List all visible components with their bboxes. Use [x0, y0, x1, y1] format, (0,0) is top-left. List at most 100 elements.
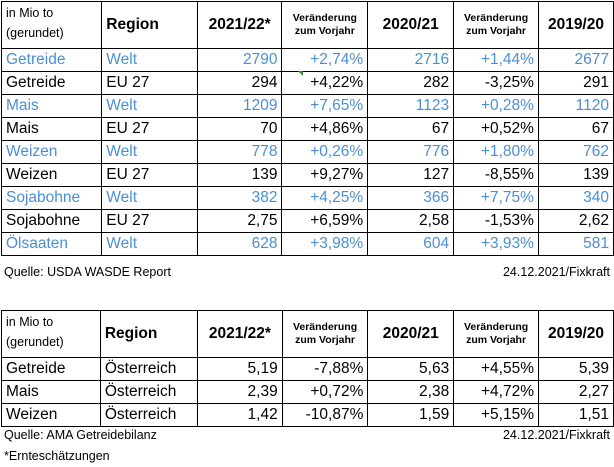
value-2020-21-cell: 1123: [367, 94, 455, 118]
table-row: Getreide EU 27 294 +4,22% 282 -3,25% 291: [0, 71, 614, 95]
change-1-cell: +9,27%: [281, 163, 369, 187]
product-cell: Getreide: [1, 357, 101, 381]
change-2-cell: +5,15%: [453, 403, 539, 427]
value-2019-20-cell: 2677: [537, 48, 614, 72]
product-cell: Sojabohne: [0, 186, 103, 210]
source-usda: Quelle: USDA WASDE Report: [4, 265, 171, 279]
change-1-cell: +6,59%: [281, 209, 369, 233]
year-2019-20-header: 2019/20: [537, 310, 614, 358]
table-world-eu: in Mio to (gerundet) Region 2021/22* Verä…: [0, 1, 614, 256]
change-1-cell: +0,72%: [281, 380, 369, 404]
unit-label: in Mio to: [6, 6, 54, 20]
value-2020-21-cell: 67: [367, 117, 455, 141]
change-2-cell: +0,52%: [453, 117, 539, 141]
product-cell: Weizen: [1, 403, 101, 427]
value-2021-22-cell: 778: [196, 140, 283, 164]
region-cell: Österreich: [99, 380, 199, 404]
value-2020-21-cell: 1,59: [367, 403, 455, 427]
date-credit-1: 24.12.2021/Fixkraft: [502, 265, 610, 279]
change-1-cell: +3,98%: [281, 232, 369, 256]
product-cell: Ölsaaten: [0, 232, 103, 256]
region-cell: Welt: [101, 232, 198, 256]
region-cell: Welt: [101, 48, 198, 72]
product-cell: Getreide: [0, 71, 103, 95]
value-2019-20-cell: 2,62: [537, 209, 614, 233]
value-2021-22-cell: 139: [196, 163, 283, 187]
value-2019-20-cell: 2,27: [537, 380, 614, 404]
table-austria: in Mio to (gerundet) Region 2021/22* Verä…: [1, 310, 614, 427]
date-credit-2: 24.12.2021/Fixkraft: [502, 428, 610, 442]
value-2019-20-cell: 340: [537, 186, 614, 210]
value-2021-22-cell: 5,19: [197, 357, 283, 381]
table-row: Getreide Österreich 5,19 -7,88% 5,63 +4,55% 5,…: [1, 357, 614, 381]
value-2021-22-cell: 2,39: [197, 380, 283, 404]
product-cell: Sojabohne: [0, 209, 103, 233]
value-2021-22-cell: 628: [196, 232, 283, 256]
value-2019-20-cell: 581: [537, 232, 614, 256]
value-2020-21-cell: 2,58: [367, 209, 455, 233]
change-2-cell: -3,25%: [453, 71, 539, 95]
cell-comment-marker: [298, 71, 303, 76]
value-2020-21-cell: 604: [367, 232, 455, 256]
change-2-cell: +0,28%: [453, 94, 539, 118]
change-1-cell: +2,74%: [281, 48, 369, 72]
region-cell: EU 27: [101, 209, 198, 233]
change-1-cell: +4,86%: [281, 117, 369, 141]
change-header-2: Veränderung zum Vorjahr: [453, 1, 539, 49]
change-1-cell: +0,26%: [281, 140, 369, 164]
source-ama: Quelle: AMA Getreidebilanz: [4, 428, 157, 442]
value-2021-22-cell: 1209: [196, 94, 283, 118]
change-2-cell: +4,72%: [453, 380, 539, 404]
value-2020-21-cell: 5,63: [367, 357, 455, 381]
change-1-cell: -10,87%: [281, 403, 369, 427]
region-cell: Welt: [101, 94, 198, 118]
change-2-cell: -8,55%: [453, 163, 539, 187]
region-cell: EU 27: [101, 71, 198, 95]
change-1-cell: +4,25%: [281, 186, 369, 210]
change-1-cell: +4,22%: [281, 71, 369, 95]
table-row: Getreide Welt 2790 +2,74% 2716 +1,44% 2677: [0, 48, 614, 72]
region-cell: Welt: [101, 140, 198, 164]
year-2021-22-header: 2021/22*: [197, 310, 283, 358]
value-2020-21-cell: 776: [367, 140, 455, 164]
change-header-1: Veränderung zum Vorjahr: [281, 1, 369, 49]
table-header-row: in Mio to (gerundet) Region 2021/22* Verä…: [0, 1, 614, 49]
year-2020-21-header: 2020/21: [367, 310, 455, 358]
change-header-2: Veränderung zum Vorjahr: [453, 310, 539, 358]
region-cell: Österreich: [99, 403, 199, 427]
change-2-cell: +1,44%: [453, 48, 539, 72]
change-2-cell: +3,93%: [453, 232, 539, 256]
year-2019-20-header: 2019/20: [537, 1, 614, 49]
product-cell: Mais: [0, 117, 103, 141]
value-2020-21-cell: 282: [367, 71, 455, 95]
value-2021-22-cell: 70: [196, 117, 283, 141]
value-2019-20-cell: 139: [537, 163, 614, 187]
rounding-label: (gerundet): [6, 26, 64, 40]
table-row: Weizen Welt 778 +0,26% 776 +1,80% 762: [0, 140, 614, 164]
unit-label: in Mio to: [6, 315, 54, 329]
product-cell: Weizen: [0, 163, 103, 187]
region-cell: Welt: [101, 186, 198, 210]
value-2019-20-cell: 67: [537, 117, 614, 141]
product-cell: Mais: [1, 380, 101, 404]
region-header: Region: [99, 310, 199, 358]
table-row: Mais Welt 1209 +7,65% 1123 +0,28% 1120: [0, 94, 614, 118]
value-2021-22-cell: 2790: [196, 48, 283, 72]
value-2019-20-cell: 1,51: [537, 403, 614, 427]
change-1-cell: +7,65%: [281, 94, 369, 118]
region-cell: EU 27: [101, 163, 198, 187]
table-row: Sojabohne Welt 382 +4,25% 366 +7,75% 340: [0, 186, 614, 210]
year-2021-22-header: 2021/22*: [196, 1, 283, 49]
unit-header: in Mio to (gerundet): [1, 310, 101, 358]
product-cell: Weizen: [0, 140, 103, 164]
value-2020-21-cell: 2,38: [367, 380, 455, 404]
change-2-cell: +7,75%: [453, 186, 539, 210]
footnote: *Ernteschätzungen: [4, 449, 110, 463]
change-2-cell: +4,55%: [453, 357, 539, 381]
value-2019-20-cell: 291: [537, 71, 614, 95]
value-2019-20-cell: 5,39: [537, 357, 614, 381]
change-header-1: Veränderung zum Vorjahr: [281, 310, 369, 358]
year-2020-21-header: 2020/21: [367, 1, 455, 49]
region-cell: EU 27: [101, 117, 198, 141]
unit-header: in Mio to (gerundet): [0, 1, 103, 49]
